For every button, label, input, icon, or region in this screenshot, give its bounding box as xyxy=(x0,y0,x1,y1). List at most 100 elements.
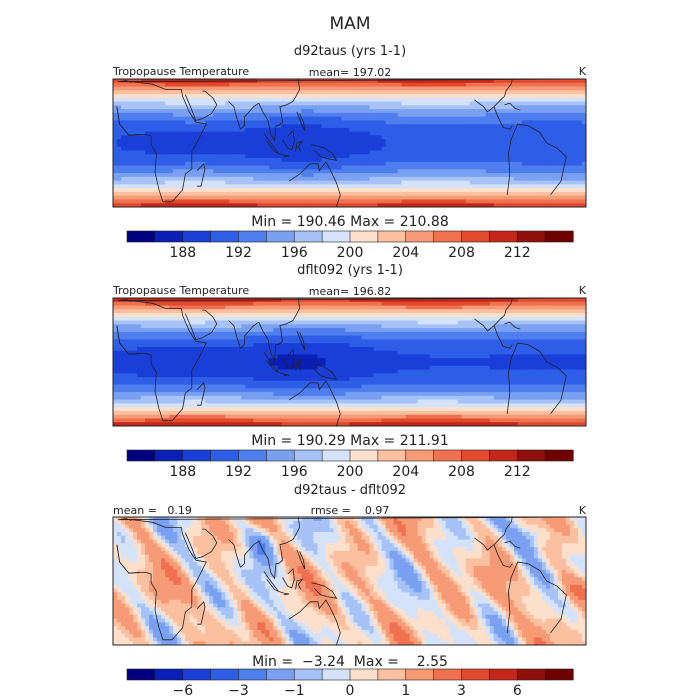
field-cell xyxy=(317,131,322,136)
field-cell xyxy=(465,135,471,140)
field-cell xyxy=(473,143,479,148)
field-cell xyxy=(353,298,359,303)
field-cell xyxy=(345,298,350,303)
field-cell xyxy=(333,127,338,133)
field-cell xyxy=(517,199,523,204)
field-cell xyxy=(205,313,210,318)
field-cell xyxy=(137,305,142,310)
field-cell xyxy=(441,101,447,106)
field-cell xyxy=(361,139,367,144)
field-cell xyxy=(441,90,447,95)
field-cell xyxy=(333,173,338,178)
field-cell xyxy=(353,109,359,114)
field-cell xyxy=(405,97,411,103)
field-cell xyxy=(521,120,527,125)
field-cell xyxy=(253,195,258,200)
field-cell xyxy=(349,158,355,163)
field-cell xyxy=(313,313,318,318)
field-cell xyxy=(513,203,519,207)
field-cell xyxy=(305,320,310,325)
field-cell xyxy=(493,188,499,193)
field-cell xyxy=(277,150,282,155)
field-cell xyxy=(285,146,290,152)
panel-2-mean: mean= 196.82 xyxy=(309,285,391,298)
field-cell xyxy=(133,158,138,163)
field-cell xyxy=(149,203,154,207)
field-cell xyxy=(213,154,218,159)
field-cell xyxy=(529,195,535,200)
field-cell xyxy=(361,154,367,159)
field-cell xyxy=(489,195,495,200)
field-cell xyxy=(161,150,166,155)
field-cell xyxy=(161,165,166,170)
field-cell xyxy=(429,143,435,148)
field-cell xyxy=(365,320,371,325)
field-cell xyxy=(237,169,242,174)
field-cell xyxy=(285,191,290,197)
field-cell xyxy=(245,169,250,174)
field-cell xyxy=(569,82,575,88)
field-cell xyxy=(273,135,278,140)
field-cell xyxy=(277,143,282,148)
field-cell xyxy=(245,127,250,133)
field-cell xyxy=(457,165,463,170)
field-cell xyxy=(445,105,451,110)
field-cell xyxy=(373,180,379,185)
field-cell xyxy=(161,154,166,159)
field-cell xyxy=(185,199,190,204)
field-cell xyxy=(545,139,551,144)
field-cell xyxy=(501,305,507,310)
field-cell xyxy=(197,195,202,200)
field-cell xyxy=(437,105,443,110)
field-cell xyxy=(217,90,222,95)
field-cell xyxy=(581,127,586,133)
field-cell xyxy=(201,97,206,103)
field-cell xyxy=(537,79,543,84)
field-cell xyxy=(333,82,338,88)
field-cell xyxy=(117,90,122,95)
field-cell xyxy=(137,150,142,155)
field-cell xyxy=(501,176,507,182)
field-cell xyxy=(125,150,130,155)
field-cell xyxy=(329,131,334,136)
field-cell xyxy=(225,158,230,163)
field-cell xyxy=(265,309,270,314)
field-cell xyxy=(145,109,150,114)
field-cell xyxy=(509,195,515,200)
field-cell xyxy=(525,116,531,121)
field-cell xyxy=(157,112,162,118)
field-cell xyxy=(389,112,395,118)
field-cell xyxy=(161,173,166,178)
field-cell xyxy=(145,97,150,103)
field-cell xyxy=(225,150,230,155)
field-cell xyxy=(169,173,174,178)
field-cell xyxy=(269,191,274,197)
field-cell xyxy=(421,135,427,140)
field-cell xyxy=(213,188,218,193)
field-cell xyxy=(573,154,579,159)
field-cell xyxy=(325,316,330,322)
field-cell xyxy=(277,305,282,310)
field-cell xyxy=(373,146,379,152)
field-cell xyxy=(581,146,586,152)
field-cell xyxy=(249,135,254,140)
field-cell xyxy=(325,298,330,303)
field-cell xyxy=(113,188,118,193)
field-cell xyxy=(569,188,575,193)
field-cell xyxy=(373,116,379,121)
field-cell xyxy=(513,97,519,103)
field-cell xyxy=(397,298,403,303)
field-cell xyxy=(561,146,567,152)
field-cell xyxy=(517,82,523,88)
field-cell xyxy=(325,324,330,329)
field-cell xyxy=(289,94,294,99)
field-cell xyxy=(569,127,575,133)
field-cell xyxy=(257,191,262,197)
field-cell xyxy=(237,301,242,307)
field-cell xyxy=(269,316,274,322)
field-cell xyxy=(401,105,407,110)
field-cell xyxy=(489,191,495,197)
field-cell xyxy=(129,301,134,307)
field-cell xyxy=(365,143,371,148)
field-cell xyxy=(309,301,314,307)
